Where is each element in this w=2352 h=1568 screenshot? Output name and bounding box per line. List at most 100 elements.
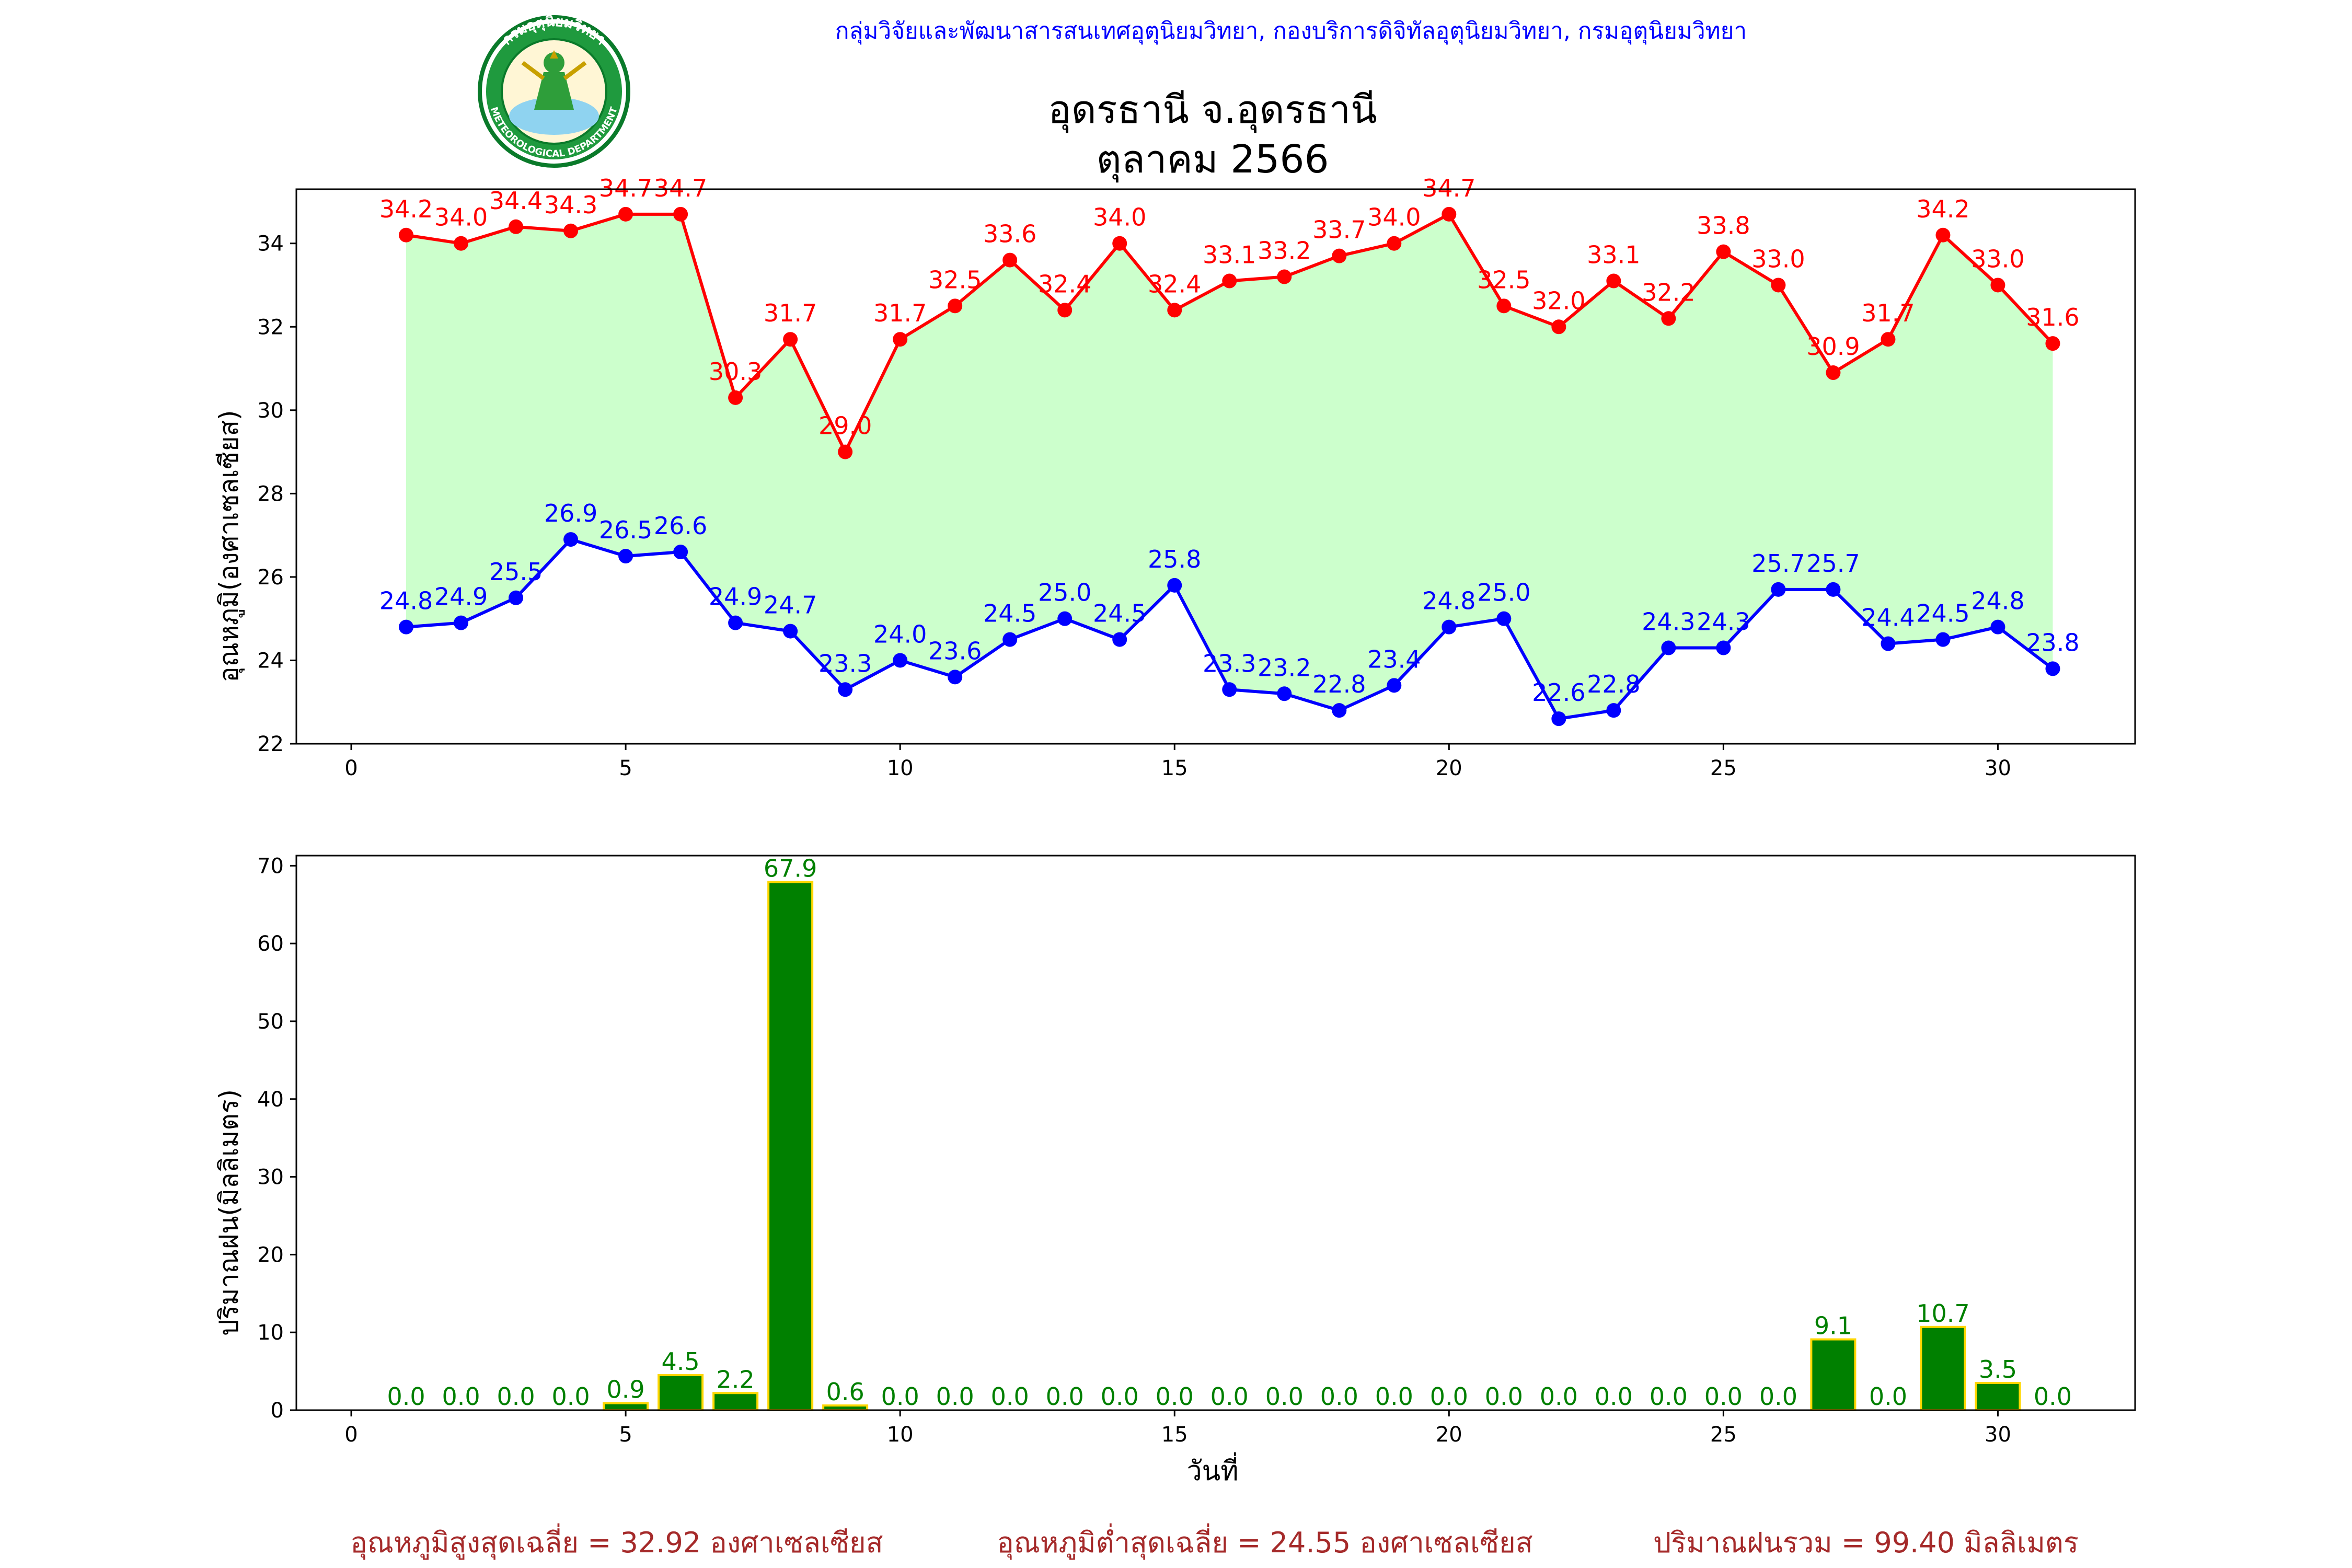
agency-subtitle: กลุ่มวิจัยและพัฒนาสารสนเทศอุตุนิยมวิทยา,… — [835, 18, 1747, 45]
max-temperature-data-label: 31.7 — [873, 299, 927, 327]
max-temperature-data-label: 33.0 — [1751, 245, 1805, 273]
temp-xtick-label: 25 — [1710, 756, 1737, 780]
temp-ytick-label: 22 — [257, 732, 284, 756]
max-temperature-data-label: 34.0 — [434, 203, 488, 232]
rain-xtick-label: 20 — [1436, 1423, 1462, 1447]
min-temperature-point — [728, 615, 743, 630]
rainfall-plot-frame — [295, 855, 2136, 1411]
max-temperature-data-label: 34.7 — [654, 174, 707, 202]
min-temperature-data-label: 24.8 — [379, 587, 433, 615]
max-temperature-data-label: 33.0 — [1971, 245, 2024, 273]
temp-ytick-label: 26 — [257, 566, 284, 590]
rain-xtick-label: 5 — [619, 1423, 632, 1447]
min-temperature-data-label: 24.0 — [873, 620, 927, 648]
min-temperature-data-label: 25.8 — [1148, 545, 1201, 573]
temp-ytick-label: 28 — [257, 482, 284, 506]
max-temperature-data-label: 33.6 — [983, 220, 1036, 248]
rain-ytick-label: 40 — [257, 1088, 284, 1112]
max-temperature-data-label: 34.0 — [1093, 203, 1146, 232]
min-temperature-data-label: 25.5 — [489, 558, 543, 586]
min-temperature-point — [2045, 661, 2060, 676]
min-temperature-point — [783, 624, 798, 639]
rainfall-data-label: 0.9 — [607, 1376, 645, 1404]
min-temperature-point — [1442, 619, 1457, 635]
rain-ytick-label: 10 — [257, 1321, 284, 1345]
rain-ytick-label: 30 — [257, 1166, 284, 1190]
max-temperature-point — [1771, 278, 1786, 293]
min-temperature-point — [1387, 678, 1402, 693]
chart-subtitle: ตุลาคม 2566 — [1096, 137, 1329, 183]
max-temperature-point — [2045, 336, 2060, 351]
min-temperature-data-label: 24.5 — [1093, 599, 1146, 628]
min-temperature-data-label: 25.7 — [1806, 549, 1860, 578]
max-temperature-data-label: 32.5 — [928, 266, 982, 294]
rainfall-data-label: 0.6 — [826, 1378, 864, 1406]
max-temperature-point — [1002, 252, 1018, 268]
min-temperature-point — [1332, 703, 1347, 718]
rainfall-bar — [712, 1392, 759, 1411]
rainfall-data-label: 10.7 — [1916, 1299, 1969, 1328]
rainfall-data-label: 0.0 — [1156, 1382, 1194, 1411]
rainfall-data-label: 0.0 — [1101, 1382, 1139, 1411]
rainfall-data-label: 0.0 — [551, 1382, 590, 1411]
min-temperature-data-label: 22.8 — [1587, 670, 1640, 698]
max-temperature-point — [783, 332, 798, 347]
rainfall-data-label: 0.0 — [442, 1382, 480, 1411]
temp-xtick-label: 20 — [1436, 756, 1462, 780]
rainfall-data-label: 0.0 — [1430, 1382, 1468, 1411]
min-temperature-data-label: 26.6 — [654, 512, 707, 540]
rainfall-data-label: 0.0 — [1210, 1382, 1249, 1411]
rainfall-data-label: 0.0 — [1595, 1382, 1633, 1411]
rainfall-data-label: 0.0 — [1759, 1382, 1797, 1411]
rainfall-chart: 0 5 10 15 20 25 30 0 10 20 30 40 50 60 70 0.0 0.0 0.0 0.0 0… — [257, 854, 2136, 1447]
rainfall-axis-label: ปริมาณฝน(มิลลิเมตร) — [214, 1089, 244, 1336]
max-temperature-data-label: 31.7 — [764, 299, 817, 327]
max-temperature-point — [838, 444, 853, 459]
max-temperature-point — [1826, 365, 1841, 381]
rainfall-data-label: 0.0 — [387, 1382, 425, 1411]
rainfall-data-label: 0.0 — [1375, 1382, 1413, 1411]
min-temperature-data-label: 24.3 — [1697, 608, 1750, 636]
min-temperature-point — [1277, 686, 1292, 701]
rain-xtick-label: 30 — [1985, 1423, 2011, 1447]
max-temperature-point — [1442, 206, 1457, 222]
temperature-axis-label: อุณหภูมิ(องศาเซลเซียส) — [214, 410, 245, 682]
max-temperature-point — [1990, 278, 2005, 293]
rainfall-bar — [1975, 1381, 2021, 1411]
max-temperature-data-label: 30.3 — [709, 358, 762, 386]
rainfall-data-label: 0.0 — [1320, 1382, 1358, 1411]
max-temperature-point — [728, 390, 743, 405]
min-temperature-point — [399, 619, 414, 635]
max-temperature-data-label: 33.1 — [1587, 241, 1640, 269]
min-temperature-data-label: 24.4 — [1861, 604, 1915, 632]
min-temperature-point — [1222, 682, 1237, 697]
min-temperature-data-label: 23.8 — [2026, 628, 2079, 656]
temp-ytick-label: 34 — [257, 232, 284, 256]
min-temperature-data-label: 23.4 — [1367, 645, 1421, 673]
min-temperature-point — [673, 545, 688, 560]
min-temperature-point — [893, 653, 908, 668]
rainfall-data-label: 67.9 — [764, 855, 817, 883]
rain-ytick-label: 0 — [271, 1399, 284, 1423]
footer-avg-max: อุณหภูมิสูงสุดเฉลี่ย = 32.92 องศาเซลเซีย… — [350, 1523, 883, 1560]
rainfall-bar — [658, 1374, 704, 1411]
rain-ytick-label: 60 — [257, 932, 284, 956]
min-temperature-point — [454, 615, 469, 630]
min-temperature-point — [1935, 632, 1951, 647]
min-temperature-data-label: 22.8 — [1312, 670, 1366, 698]
min-temperature-data-label: 23.2 — [1258, 653, 1311, 682]
max-temperature-data-label: 34.4 — [489, 187, 543, 215]
rainfall-data-label: 0.0 — [936, 1382, 974, 1411]
min-temperature-point — [1551, 711, 1566, 727]
max-temperature-point — [563, 223, 579, 238]
min-temperature-point — [1057, 611, 1073, 626]
rainfall-data-label: 0.0 — [1046, 1382, 1084, 1411]
min-temperature-data-label: 23.6 — [928, 637, 982, 665]
rainfall-bar — [767, 881, 814, 1412]
rainfall-bar — [1920, 1325, 1966, 1412]
rainfall-data-label: 0.0 — [497, 1382, 535, 1411]
temp-xtick-label: 30 — [1985, 756, 2011, 780]
rainfall-data-label: 0.0 — [881, 1382, 919, 1411]
max-temperature-data-label: 32.2 — [1642, 278, 1695, 306]
rainfall-bar — [603, 1402, 649, 1411]
